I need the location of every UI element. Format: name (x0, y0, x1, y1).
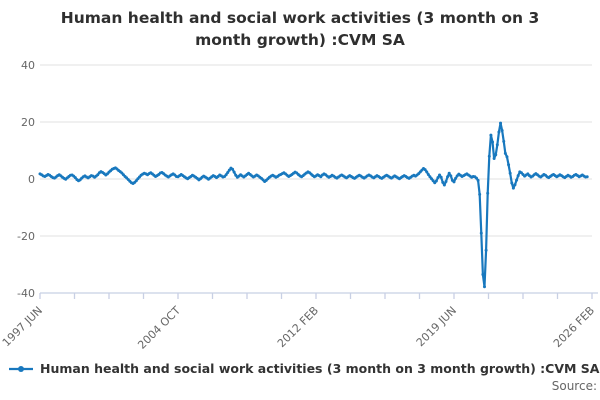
x-tick-label: 2019 JUN (414, 304, 459, 349)
x-tick-label: 2012 FEB (275, 304, 321, 350)
legend-label: Human health and social work activities … (40, 361, 600, 376)
x-tick-label: 2004 OCT (135, 304, 183, 352)
y-tick-label: 0 (28, 173, 35, 186)
data-line[interactable] (38, 122, 589, 288)
chart-area[interactable]: 40 20 0 -20 -40 1997 JUN 2004 OCT 2012 FEB 2019 … (0, 55, 600, 357)
y-tick-label: -20 (17, 230, 35, 243)
page-title: Human health and social work activities … (60, 9, 540, 50)
line-chart-svg: 40 20 0 -20 -40 1997 JUN 2004 OCT 2012 FEB 2019 … (0, 59, 598, 352)
y-tick-label: 40 (21, 59, 35, 72)
x-tick-label: 1997 JUN (0, 304, 45, 349)
x-tick-label: 2026 FEB (551, 304, 597, 350)
y-tick-label: -40 (17, 287, 35, 300)
legend-line-marker-icon (9, 365, 33, 372)
legend-item[interactable]: Human health and social work activities … (8, 361, 599, 376)
y-tick-label: 20 (21, 116, 35, 129)
source-label: Source: (551, 379, 597, 393)
